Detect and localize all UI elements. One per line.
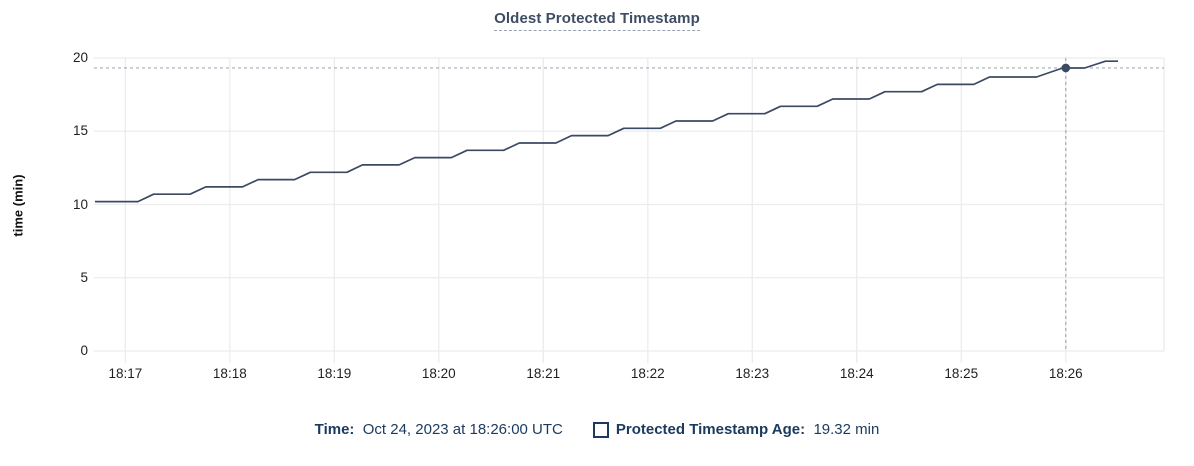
y-tick-label: 10 <box>72 196 88 212</box>
x-tick-label: 18:17 <box>108 366 143 381</box>
series-line-protected-timestamp-age <box>95 60 1118 203</box>
footer-time-label: Time: <box>314 421 355 438</box>
y-tick-label: 20 <box>72 50 88 65</box>
y-tick-label: 0 <box>80 343 88 358</box>
x-tick-label: 18:20 <box>421 366 456 381</box>
legend-series-label: Protected Timestamp Age: <box>615 421 806 438</box>
y-tick-label: 5 <box>80 269 88 285</box>
spacer <box>354 421 362 438</box>
x-tick-label: 18:18 <box>212 366 247 381</box>
footer-time-value: Oct 24, 2023 at 18:26:00 UTC <box>362 421 563 438</box>
legend-item-protected-timestamp-age[interactable]: Protected Timestamp Age: 19.32 min <box>592 421 880 438</box>
y-axis-label: time (min) <box>10 174 26 237</box>
x-tick-label: 18:23 <box>735 366 770 381</box>
x-tick-label: 18:22 <box>630 366 665 381</box>
x-tick-label: 18:21 <box>526 366 561 381</box>
x-tick-label: 18:25 <box>944 366 979 381</box>
chart-title[interactable]: Oldest Protected Timestamp <box>494 10 700 31</box>
spacer <box>805 421 813 438</box>
chart-hover-overlay[interactable] <box>94 58 1164 351</box>
highlighted-data-point <box>1061 63 1071 73</box>
line-chart-plot-area <box>94 57 1165 363</box>
legend-series-value: 19.32 min <box>813 421 880 438</box>
x-tick-label: 18:19 <box>317 366 352 381</box>
chart-title-row: Oldest Protected Timestamp <box>0 10 1194 31</box>
x-tick-label: 18:26 <box>1048 366 1083 381</box>
y-tick-label: 15 <box>72 123 88 139</box>
legend-checkbox-square-icon[interactable] <box>592 421 609 438</box>
chart-footer-legend: Time: Oct 24, 2023 at 18:26:00 UTC Prote… <box>0 421 1194 438</box>
x-tick-label: 18:24 <box>839 366 874 381</box>
